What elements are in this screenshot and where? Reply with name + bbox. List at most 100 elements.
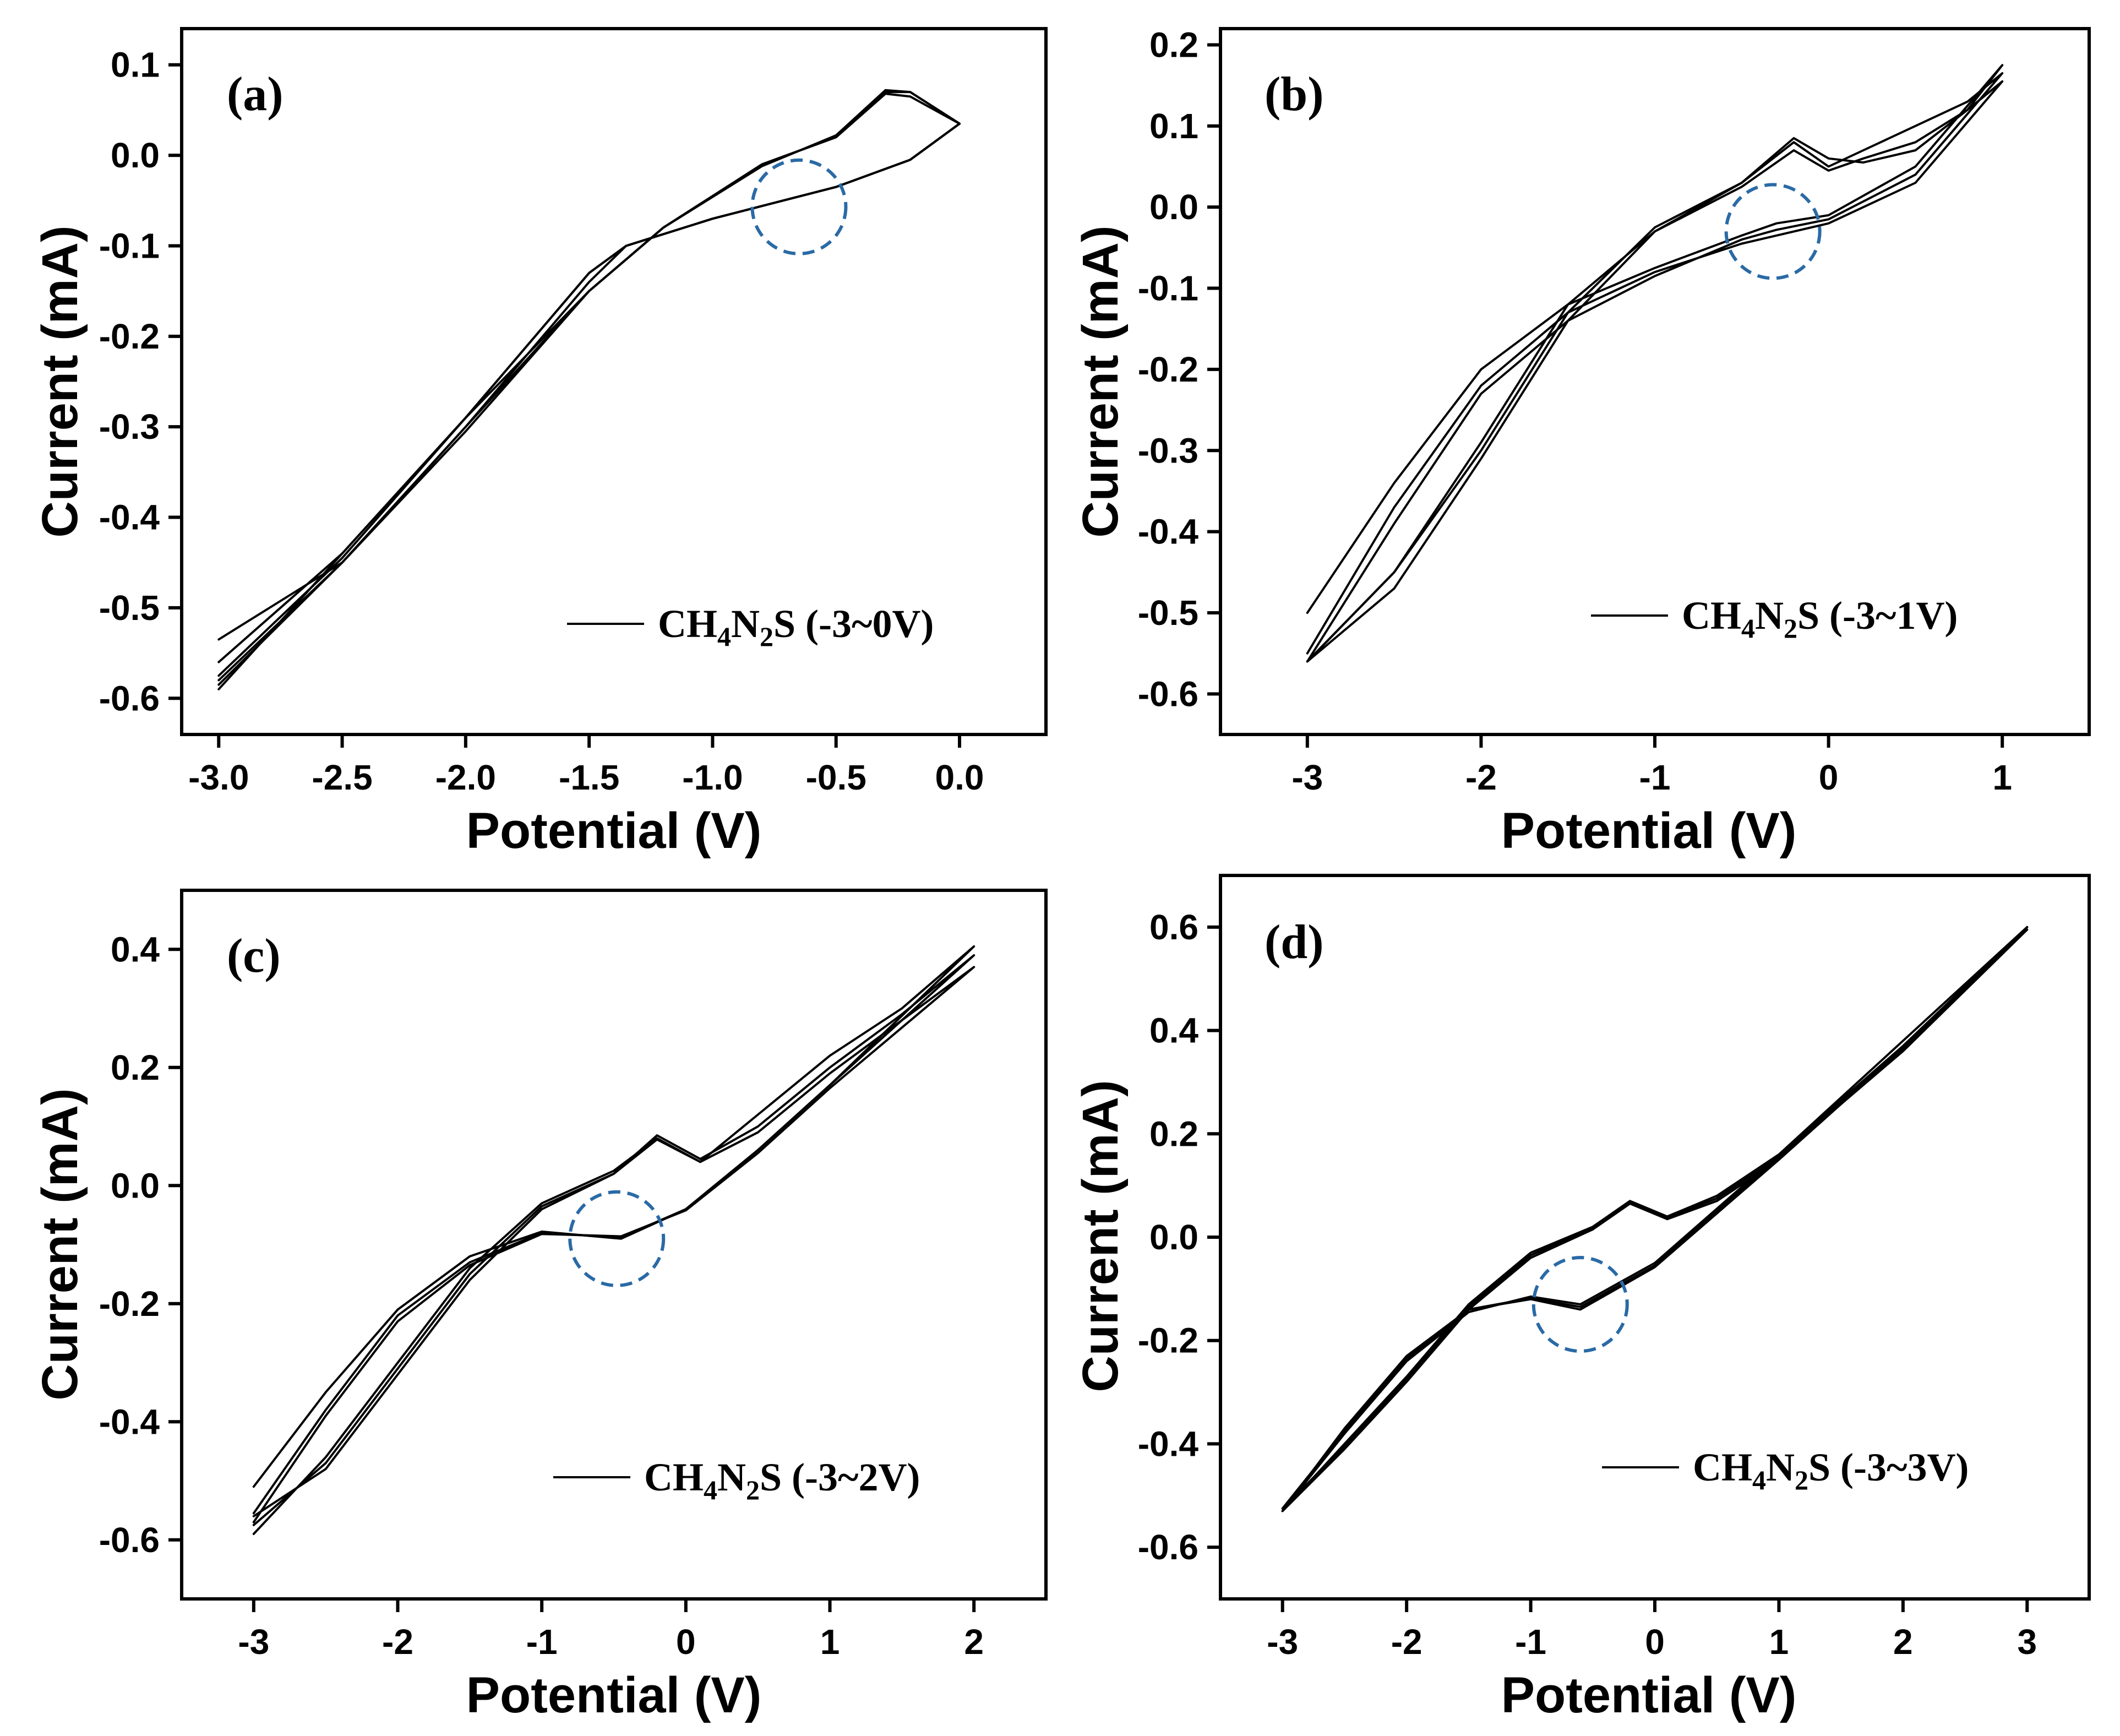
panel-a-ytick-label: 0.1: [111, 45, 160, 85]
panel-a-cv-cycle-3: [217, 89, 961, 682]
panel-a-label: (a): [227, 68, 284, 121]
panel-a-legend: CH4N2S (-3~0V): [567, 602, 934, 652]
panel-d-xlabel: Potential (V): [1501, 1667, 1797, 1723]
panel-b-label: (b): [1265, 68, 1324, 121]
panel-d-legend-text: CH4N2S (-3~3V): [1693, 1445, 1969, 1495]
panel-b-cv-cycle-3: [1306, 80, 2004, 663]
panel-c-highlight-circle: [568, 1190, 666, 1287]
panel-b-highlight-circle: [1724, 183, 1822, 280]
panel-c-ytick-label: -0.4: [99, 1402, 160, 1441]
panel-b-legend-text: CH4N2S (-3~1V): [1682, 594, 1958, 644]
panel-d-ytick-label: 0.2: [1149, 1114, 1198, 1153]
panel-a-ytick-label: -0.6: [99, 678, 160, 718]
panel-b-ytick-label: -0.4: [1138, 512, 1199, 552]
panel-d-ytick-label: 0.0: [1149, 1217, 1198, 1257]
panel-c-xlabel: Potential (V): [466, 1667, 762, 1723]
panel-b-ylabel: Current (mA): [1072, 225, 1129, 537]
panel-a-series: [217, 89, 961, 690]
panel-d-ticks: -3 -2 -1 0 1 2 3 0.6 0.4 0.2 0.0 -0.2 -0.4 -0.6: [1138, 907, 2037, 1662]
panel-a-ytick-label: -0.3: [99, 407, 160, 447]
panel-d-xtick-label: 1: [1769, 1622, 1789, 1662]
panel-b-ytick-label: -0.6: [1138, 674, 1198, 714]
panel-d-highlight-circle: [1532, 1256, 1629, 1353]
panel-b-legend: CH4N2S (-3~1V): [1591, 594, 1958, 644]
panel-c-ytick-label: -0.2: [99, 1284, 160, 1324]
panel-a-ylabel: Current (mA): [32, 225, 88, 537]
panel-b-ytick-label: -0.5: [1138, 593, 1198, 633]
panel-d-cv-cycle-1: [1281, 926, 2029, 1512]
panel-a-ytick-label: -0.2: [99, 317, 160, 356]
panel-a-highlight-circle: [750, 158, 848, 255]
panel-c-label: (c): [227, 929, 281, 983]
panel-a-xtick-label: -0.5: [806, 758, 866, 797]
panel-c-cv-cycle-2: [252, 954, 975, 1526]
panel-b-ytick-label: -0.2: [1138, 350, 1198, 389]
panel-a: -3.0 -2.5 -2.0 -1.5 -1.0 -0.5 0.0 0.1 0.0 -0.1 -0.…: [32, 27, 1048, 859]
panel-c-ytick-label: 0.2: [111, 1048, 160, 1087]
panel-a-xtick-label: -2.5: [312, 758, 372, 797]
panel-b-series: [1306, 64, 2004, 663]
panel-b-xtick-label: -1: [1639, 758, 1671, 797]
panel-b-xtick-label: -2: [1465, 758, 1497, 797]
panel-c-series: [252, 945, 975, 1535]
panel-b-ytick-label: 0.2: [1149, 25, 1198, 64]
panel-b-ytick-label: 0.0: [1149, 187, 1198, 227]
panel-c-ylabel: Current (mA): [32, 1088, 88, 1400]
panel-a-xtick-label: 0.0: [935, 758, 984, 797]
panel-c-ytick-label: -0.6: [99, 1520, 160, 1560]
panel-d-xtick-label: -1: [1515, 1622, 1546, 1662]
panel-b-cv-cycle-2: [1306, 72, 2004, 663]
panel-c-xtick-label: 1: [820, 1622, 840, 1662]
panel-d-legend: CH4N2S (-3~3V): [1602, 1445, 1969, 1495]
panel-a-legend-text: CH4N2S (-3~0V): [658, 602, 934, 652]
panel-a-xtick-label: -1.0: [682, 758, 743, 797]
panel-d-xtick-label: 0: [1645, 1622, 1665, 1662]
panel-a-ticks: -3.0 -2.5 -2.0 -1.5 -1.0 -0.5 0.0 0.1 0.0 -0.1 -0.…: [99, 45, 984, 797]
panel-a-xtick-label: -1.5: [559, 758, 619, 797]
panel-c-ticks: -3 -2 -1 0 1 2 0.4 0.2 0.0 -0.2 -0.4 -0.6: [99, 929, 984, 1662]
panel-a-ytick-label: 0.0: [111, 135, 160, 175]
panel-b-xlabel: Potential (V): [1501, 803, 1797, 859]
panel-b-xtick-label: 0: [1819, 758, 1839, 797]
panel-b-ytick-label: -0.1: [1138, 269, 1198, 308]
panel-a-xlabel: Potential (V): [466, 803, 762, 859]
panel-d-cv-cycle-3: [1281, 926, 2029, 1512]
panel-c-xtick-label: -2: [382, 1622, 413, 1662]
panel-c-ytick-label: 0.0: [111, 1166, 160, 1205]
panel-a-cv-cycle-2: [217, 91, 961, 686]
panel-d-frame: [1219, 874, 2091, 1601]
panel-b-ticks: -3 -2 -1 0 1 0.2 0.1 0.0 -0.1 -0.2 -0.3 -0.4 -0.5 -0.…: [1138, 25, 2012, 797]
panel-d-xtick-label: 3: [2017, 1622, 2037, 1662]
panel-d-label: (d): [1265, 916, 1324, 969]
panel-d-xtick-label: 2: [1893, 1622, 1913, 1662]
panel-d-xtick-label: -3: [1267, 1622, 1298, 1662]
panel-a-ytick-label: -0.4: [99, 498, 160, 537]
panel-b-xtick-label: -3: [1291, 758, 1323, 797]
panel-a-xtick-label: -2.0: [435, 758, 496, 797]
panel-d-ytick-label: -0.6: [1138, 1527, 1198, 1567]
panel-d-xtick-label: -2: [1391, 1622, 1423, 1662]
panel-d-ylabel: Current (mA): [1072, 1080, 1129, 1392]
panel-b-frame: [1219, 27, 2091, 736]
panel-c-frame: [180, 889, 1048, 1601]
panel-c-cv-cycle-1: [252, 945, 975, 1535]
panel-b-cv-cycle-1: [1306, 64, 2004, 663]
panel-a-ytick-label: -0.1: [99, 226, 160, 265]
panel-a-frame: [180, 27, 1048, 736]
panel-c-xtick-label: -3: [238, 1622, 269, 1662]
panel-c-ytick-label: 0.4: [111, 929, 160, 969]
panel-d-ytick-label: -0.4: [1138, 1424, 1199, 1463]
panel-c-xtick-label: 0: [676, 1622, 696, 1662]
panel-a-xtick-label: -3.0: [188, 758, 249, 797]
panel-c: -3 -2 -1 0 1 2 0.4 0.2 0.0 -0.2 -0.4 -0.6 (c) Poten…: [32, 889, 1048, 1723]
panel-a-ytick-label: -0.5: [99, 588, 160, 628]
panel-d-series: [1281, 926, 2029, 1512]
panel-b: -3 -2 -1 0 1 0.2 0.1 0.0 -0.1 -0.2 -0.3 -0.4 -0.5 -0.…: [1072, 25, 2091, 859]
panel-d-ytick-label: 0.4: [1149, 1011, 1198, 1051]
panel-b-ytick-label: -0.3: [1138, 431, 1198, 470]
panel-b-ytick-label: 0.1: [1149, 106, 1198, 146]
panel-d-cv-cycle-2: [1281, 928, 2029, 1510]
panel-d: -3 -2 -1 0 1 2 3 0.6 0.4 0.2 0.0 -0.2 -0.4 -0.6 (d) P…: [1072, 874, 2091, 1723]
panel-d-ytick-label: -0.2: [1138, 1321, 1198, 1360]
